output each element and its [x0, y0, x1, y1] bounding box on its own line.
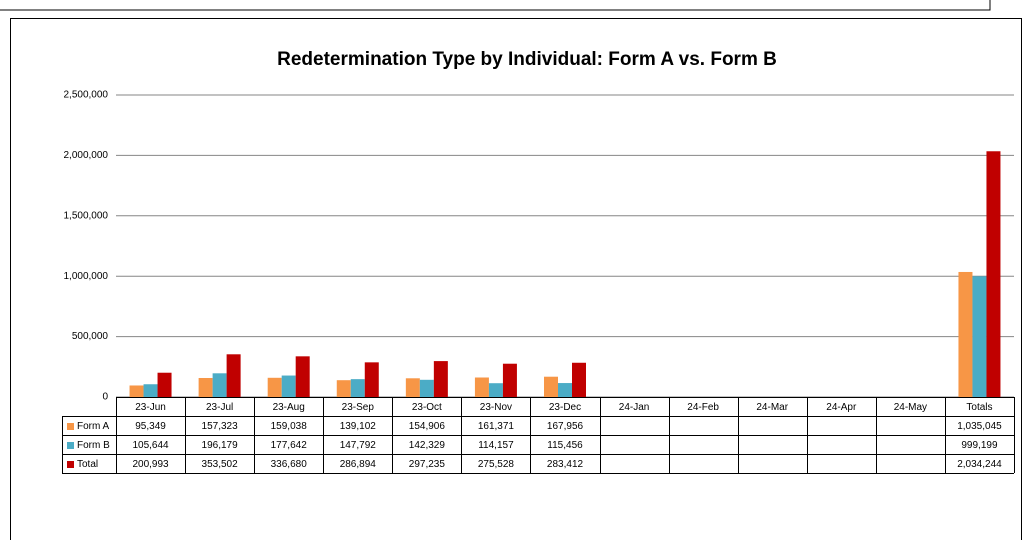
table-value: 297,235	[409, 459, 446, 470]
y-tick-label: 1,500,000	[64, 210, 109, 221]
x-tick-label: 24-Feb	[687, 402, 719, 413]
chart-title: Redetermination Type by Individual: Form…	[277, 49, 777, 70]
y-tick-label: 1,000,000	[64, 271, 109, 282]
top-frame	[0, 0, 991, 11]
x-tick-label: 24-Apr	[826, 402, 857, 413]
bar	[143, 384, 158, 397]
table-value: 2,034,244	[957, 459, 1002, 470]
x-tick-label: 23-Jun	[135, 402, 166, 413]
x-tick-label: 24-May	[894, 402, 927, 413]
table-value: 147,792	[340, 440, 377, 451]
x-tick-label: 23-Sep	[342, 402, 375, 413]
table-value: 200,993	[132, 459, 169, 470]
bar	[281, 375, 296, 397]
bar	[972, 276, 987, 397]
bar	[544, 376, 558, 397]
table-value: 159,038	[271, 421, 308, 432]
table-value: 1,035,045	[957, 421, 1002, 432]
table-value: 353,502	[202, 459, 239, 470]
table-value: 115,456	[547, 440, 583, 451]
y-tick-label: 2,000,000	[64, 150, 109, 161]
table-value: 275,528	[478, 459, 515, 470]
bar	[336, 380, 351, 397]
y-tick-label: 500,000	[72, 331, 109, 342]
chart-frame	[10, 18, 1022, 545]
table-value: 286,894	[340, 459, 377, 470]
bar	[572, 362, 586, 397]
bar	[226, 354, 241, 397]
bar	[267, 377, 282, 397]
table-value: 177,642	[271, 440, 308, 451]
x-tick-label: 23-Oct	[412, 402, 442, 413]
table-value: 196,179	[202, 440, 239, 451]
legend-label: Form A	[77, 421, 110, 432]
table-value: 95,349	[135, 421, 166, 432]
table-value: 114,157	[478, 440, 514, 451]
bar	[212, 373, 227, 397]
bar	[350, 379, 365, 397]
bar	[364, 362, 379, 397]
legend-key	[67, 442, 74, 449]
bar	[295, 356, 310, 397]
x-tick-label: 24-Jan	[619, 402, 650, 413]
x-tick-label: 23-Nov	[480, 402, 512, 413]
legend-label: Total	[77, 459, 98, 470]
bar	[502, 363, 517, 397]
table-value: 336,680	[271, 459, 308, 470]
table-value: 139,102	[340, 421, 377, 432]
bar	[474, 377, 489, 397]
bar	[433, 361, 448, 397]
legend-key	[67, 423, 74, 430]
y-tick-label: 2,500,000	[64, 90, 109, 101]
table-value: 167,956	[547, 421, 584, 432]
table-value: 142,329	[409, 440, 446, 451]
x-tick-label: 23-Dec	[549, 402, 581, 413]
table-value: 283,412	[547, 459, 584, 470]
bar	[198, 377, 213, 397]
table-value: 999,199	[961, 440, 998, 451]
table-value: 105,644	[132, 440, 169, 451]
bar	[157, 372, 172, 397]
bar	[958, 271, 973, 397]
legend-label: Form B	[77, 440, 110, 451]
table-value: 154,906	[409, 421, 446, 432]
bar	[129, 385, 144, 397]
x-tick-label: Totals	[966, 402, 992, 413]
bar	[419, 379, 434, 397]
table-value: 161,371	[478, 421, 515, 432]
x-tick-label: 24-Mar	[756, 402, 788, 413]
bar	[986, 151, 1001, 397]
table-value: 157,323	[202, 421, 239, 432]
legend-key	[67, 461, 74, 468]
bar	[488, 383, 503, 397]
y-tick-label: 0	[102, 392, 108, 403]
x-tick-label: 23-Aug	[273, 402, 305, 413]
x-tick-label: 23-Jul	[206, 402, 233, 413]
bar	[405, 378, 420, 397]
bar	[558, 383, 572, 397]
